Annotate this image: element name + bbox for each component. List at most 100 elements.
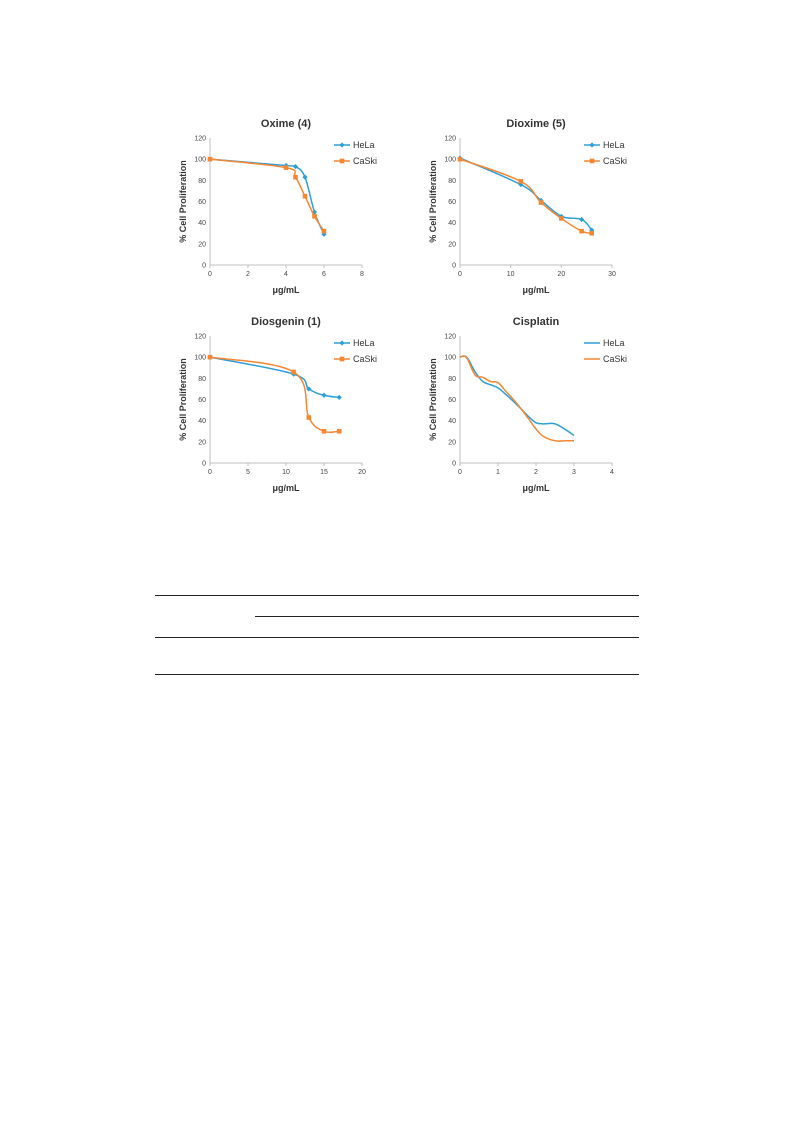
data-point-caski	[207, 156, 213, 162]
y-tick-label: 60	[448, 397, 456, 404]
legend-label-caski: CaSki	[603, 156, 627, 166]
series-line-hela	[459, 157, 593, 231]
data-point-caski	[283, 165, 289, 170]
chart-cisplatin: Cisplatin 0 20 40 60 80 100 120 0 1 2 3 4 μg/mL % Cell…	[420, 310, 650, 505]
y-tick-label: 120	[194, 334, 206, 341]
x-tick-label: 3	[572, 469, 576, 476]
x-tick-label: 2	[246, 271, 250, 278]
y-tick-label: 100	[194, 355, 206, 362]
legend-marker-hela	[589, 142, 595, 148]
y-tick-label: 80	[198, 376, 206, 383]
table-bottom-rule	[155, 674, 639, 675]
series-line-caski	[459, 158, 592, 234]
x-tick-label: 5	[246, 469, 250, 476]
data-point-hela	[321, 392, 327, 398]
y-tick-label: 80	[448, 178, 456, 185]
data-point-hela	[579, 216, 585, 223]
y-tick-label: 0	[202, 461, 206, 468]
legend-label-hela: HeLa	[603, 140, 625, 150]
chart-title: Dioxime (5)	[506, 118, 566, 130]
y-tick-label: 0	[202, 263, 206, 270]
y-tick-label: 100	[444, 157, 456, 164]
data-point-caski	[207, 354, 213, 360]
data-point-caski	[457, 156, 463, 162]
data-point-hela	[292, 163, 299, 170]
data-point-caski	[336, 428, 342, 434]
series-line-hela	[209, 356, 340, 399]
y-axis-title: % Cell Proliferation	[178, 160, 188, 243]
y-tick-label: 80	[198, 178, 206, 185]
y-tick-label: 20	[198, 439, 206, 446]
data-point-caski	[538, 200, 544, 205]
data-point-caski	[291, 369, 296, 375]
legend-label-caski: CaSki	[603, 354, 627, 364]
y-axis-title: % Cell Proliferation	[428, 358, 438, 441]
x-tick-label: 20	[358, 469, 366, 476]
table-top-rule	[155, 595, 639, 596]
chart-title: Oxime (4)	[261, 118, 311, 130]
legend-label-hela: HeLa	[353, 338, 375, 348]
x-tick-label: 20	[557, 271, 565, 278]
x-tick-label: 0	[208, 469, 212, 476]
data-point-caski	[321, 228, 327, 234]
data-point-hela	[302, 174, 308, 180]
x-tick-label: 10	[507, 271, 515, 278]
data-point-caski	[589, 230, 595, 236]
y-tick-label: 100	[444, 355, 456, 362]
table-header-bottom-rule	[155, 637, 639, 638]
y-tick-label: 40	[448, 220, 456, 227]
y-tick-label: 40	[448, 418, 456, 425]
data-point-hela	[336, 394, 342, 400]
x-tick-label: 0	[458, 469, 462, 476]
legend-marker-caski	[339, 356, 345, 362]
x-tick-label: 8	[360, 271, 364, 278]
y-tick-label: 40	[198, 418, 206, 425]
x-axis-title: μg/mL	[522, 285, 550, 295]
x-tick-label: 0	[208, 271, 212, 278]
legend-label-hela: HeLa	[353, 140, 375, 150]
data-point-caski	[579, 228, 584, 234]
y-tick-label: 60	[198, 397, 206, 404]
x-tick-label: 15	[320, 469, 328, 476]
x-tick-label: 2	[534, 469, 538, 476]
chart-title: Diosgenin (1)	[251, 316, 321, 328]
table-header-subrule	[255, 616, 639, 617]
y-tick-label: 120	[444, 334, 456, 341]
x-tick-label: 1	[496, 469, 500, 476]
y-tick-label: 20	[448, 241, 456, 248]
chart-oxime: Oxime (4) 0 20 40 60 80 100 120 0 2 4 6 8 μg/mL % Cell…	[170, 112, 400, 307]
x-axis-title: μg/mL	[272, 285, 300, 295]
data-point-caski	[302, 193, 308, 199]
chart-diosgenin: Diosgenin (1) 0 20 40 60 80 100 120 0 5 10 15 20 μg/m…	[170, 310, 400, 505]
x-tick-label: 6	[322, 271, 326, 278]
chart-oxime-svg: Oxime (4) 0 20 40 60 80 100 120 0 2 4 6 8 μg/mL % Cell…	[178, 118, 377, 295]
chart-cisplatin-svg: Cisplatin 0 20 40 60 80 100 120 0 1 2 3 4 μg/mL % Cell…	[428, 316, 627, 493]
legend-marker-caski	[589, 158, 595, 164]
chart-dioxime: Dioxime (5) 0 20 40 60 80 100 120 0 10 20 30 μg/mL % …	[420, 112, 650, 307]
data-point-caski	[293, 174, 298, 180]
chart-title: Cisplatin	[513, 316, 560, 328]
legend-label-caski: CaSki	[353, 156, 377, 166]
y-tick-label: 20	[198, 241, 206, 248]
y-tick-label: 40	[198, 220, 206, 227]
y-tick-label: 60	[198, 199, 206, 206]
y-tick-label: 0	[452, 461, 456, 468]
y-axis-title: % Cell Proliferation	[428, 160, 438, 243]
legend-marker-hela	[339, 142, 345, 148]
y-tick-label: 60	[448, 199, 456, 206]
x-tick-label: 30	[608, 271, 616, 278]
x-tick-label: 4	[610, 469, 614, 476]
legend-marker-caski	[339, 158, 345, 164]
legend-label-hela: HeLa	[603, 338, 625, 348]
y-tick-label: 100	[194, 157, 206, 164]
chart-diosgenin-svg: Diosgenin (1) 0 20 40 60 80 100 120 0 5 10 15 20 μg/m…	[178, 316, 377, 493]
series-line-caski	[459, 355, 574, 442]
y-tick-label: 0	[452, 263, 456, 270]
series-line-hela	[459, 355, 575, 437]
y-tick-label: 80	[448, 376, 456, 383]
y-tick-label: 120	[194, 136, 206, 143]
legend-label-caski: CaSki	[353, 354, 377, 364]
y-tick-label: 20	[448, 439, 456, 446]
data-point-caski	[312, 214, 317, 219]
y-tick-label: 120	[444, 136, 456, 143]
